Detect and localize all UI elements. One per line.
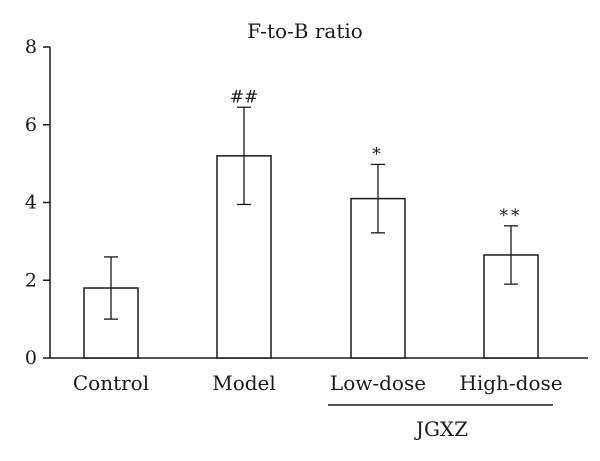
x-tick-label: High-dose	[459, 371, 562, 395]
y-tick-label: 2	[25, 269, 37, 291]
significance-mark: *	[372, 144, 384, 164]
x-tick-label: Model	[212, 371, 276, 395]
bar-group: ##***	[83, 87, 539, 359]
y-tick-label: 4	[25, 192, 37, 214]
x-tick-label: Control	[73, 371, 149, 395]
chart-title: F-to-B ratio	[247, 19, 363, 43]
y-tick-label: 0	[25, 347, 37, 369]
x-tick-label: Low-dose	[330, 371, 426, 395]
group-label: JGXZ	[414, 417, 468, 441]
significance-mark: **	[500, 206, 523, 226]
y-tick-label: 8	[25, 36, 37, 58]
significance-mark: ##	[230, 87, 259, 107]
y-tick-label: 6	[25, 114, 37, 136]
x-tick-label-group: Control Model Low-dose High-dose	[73, 371, 563, 395]
y-tick-group: 0 2 4 6 8	[25, 36, 50, 369]
